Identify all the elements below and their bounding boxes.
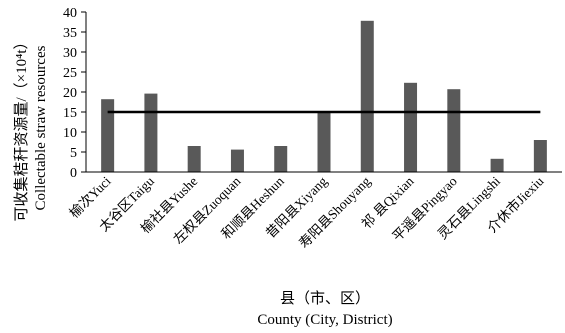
- bar: [533, 140, 547, 172]
- y-tick-label: 10: [63, 126, 77, 141]
- y-tick-label: 15: [63, 106, 77, 121]
- bar: [447, 89, 461, 172]
- y-axis-title-cn: 可收集秸秆资源量/（×10⁴t）: [13, 34, 30, 221]
- x-axis-title-en: County (City, District): [257, 312, 392, 328]
- x-axis-category-labels: 榆次Yuci太谷区Taigu榆社县Yushe左权县Zuoquan和顺县Heshu…: [67, 173, 547, 251]
- bar: [490, 158, 504, 172]
- bar: [230, 149, 244, 172]
- bar: [187, 146, 201, 172]
- y-tick-label: 35: [63, 26, 77, 41]
- y-tick-label: 30: [63, 46, 77, 61]
- y-tick-label: 0: [70, 166, 77, 181]
- axes: [85, 12, 562, 173]
- x-category-label: 寿阳县Shouyang: [295, 173, 373, 251]
- y-tick-label: 40: [63, 6, 77, 21]
- bar: [317, 112, 331, 172]
- y-tick-label: 5: [70, 146, 77, 161]
- bar: [144, 93, 158, 172]
- bar: [274, 146, 288, 172]
- y-axis-title-en: Collectable straw resources: [33, 45, 49, 210]
- y-axis-ticks: 0 5 10 15 20 25 30 35 40: [63, 6, 86, 181]
- bar: [404, 82, 418, 172]
- bar: [360, 20, 374, 172]
- bars: [101, 20, 547, 172]
- bar: [101, 99, 115, 172]
- y-tick-label: 25: [63, 66, 77, 81]
- y-tick-label: 20: [63, 86, 77, 101]
- x-axis-title-cn: 县（市、区）: [280, 290, 370, 307]
